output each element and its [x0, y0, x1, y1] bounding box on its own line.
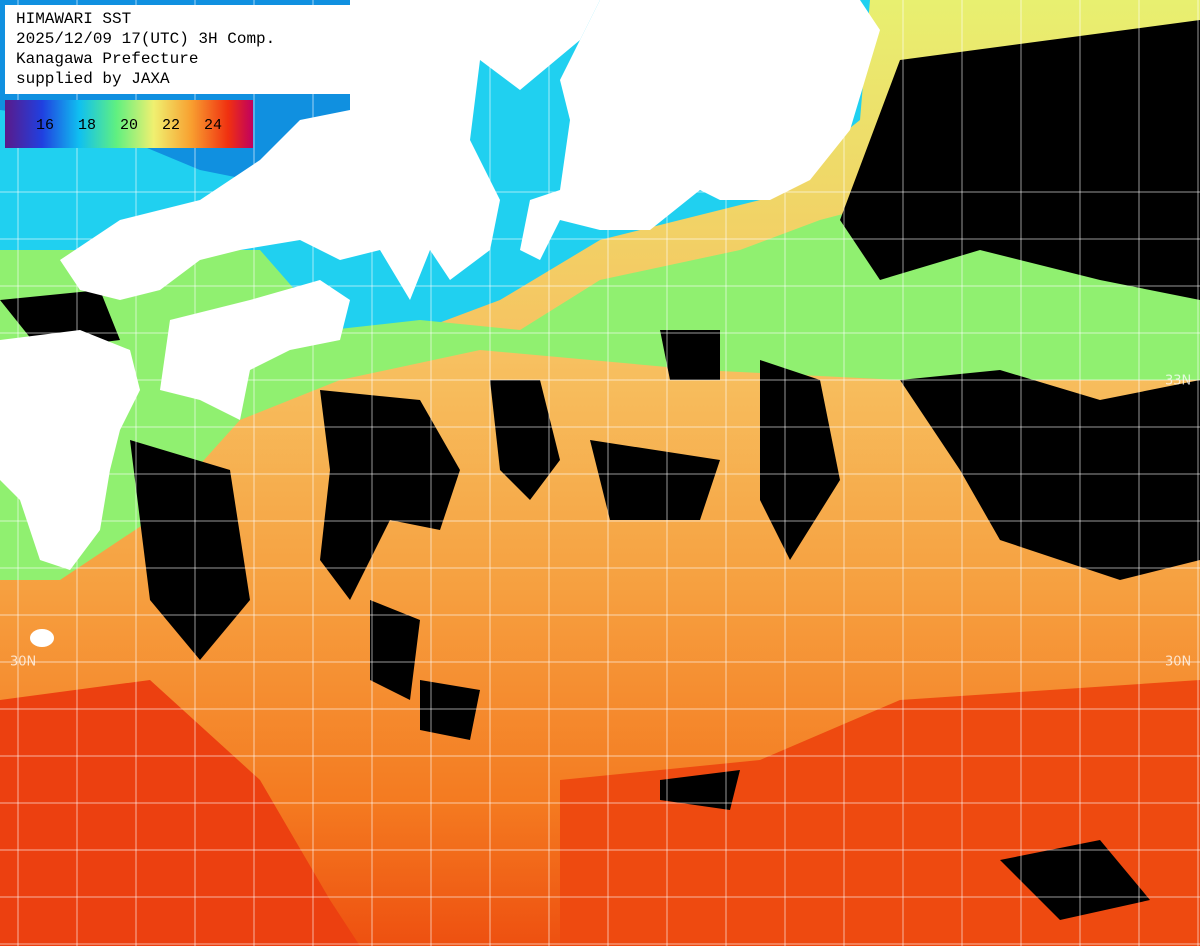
colorbar-tick-label: 16 — [36, 117, 54, 134]
colorbar-tick-label: 20 — [120, 117, 138, 134]
lat-label: 30N — [1165, 655, 1191, 670]
colorbar-tick-label: 24 — [204, 117, 222, 134]
colorbar-tick-label: 18 — [78, 117, 96, 134]
header-line: HIMAWARI SST — [16, 10, 131, 28]
cloud — [370, 600, 420, 700]
kyushu — [0, 330, 140, 570]
cloud — [130, 440, 250, 660]
header-box — [5, 5, 351, 94]
cloud — [590, 440, 720, 520]
lat-label: 33N — [10, 374, 36, 389]
cloud — [420, 680, 480, 740]
cloud — [660, 770, 740, 810]
header-line: supplied by JAXA — [16, 70, 170, 88]
lat-label: 30N — [10, 655, 36, 670]
header-line: 2025/12/09 17(UTC) 3H Comp. — [16, 30, 275, 48]
colorbar-ticks: 16 18 20 22 24 — [36, 117, 222, 134]
cloud — [490, 380, 560, 500]
lon-label: 136E — [483, 4, 498, 37]
colorbar-tick-label: 22 — [162, 117, 180, 134]
cloud — [320, 390, 460, 600]
cloud — [760, 360, 840, 560]
clouds — [0, 20, 1200, 920]
header-line: Kanagawa Prefecture — [16, 50, 198, 68]
colorbar — [5, 100, 253, 148]
island — [30, 629, 54, 647]
honshu-east — [520, 0, 880, 260]
cloud — [1000, 840, 1150, 920]
shikoku — [160, 280, 350, 420]
cloud — [840, 20, 1200, 300]
warm-water — [0, 680, 360, 946]
lat-label: 33N — [1165, 374, 1191, 389]
cloud — [900, 370, 1200, 580]
cloud — [660, 330, 720, 380]
